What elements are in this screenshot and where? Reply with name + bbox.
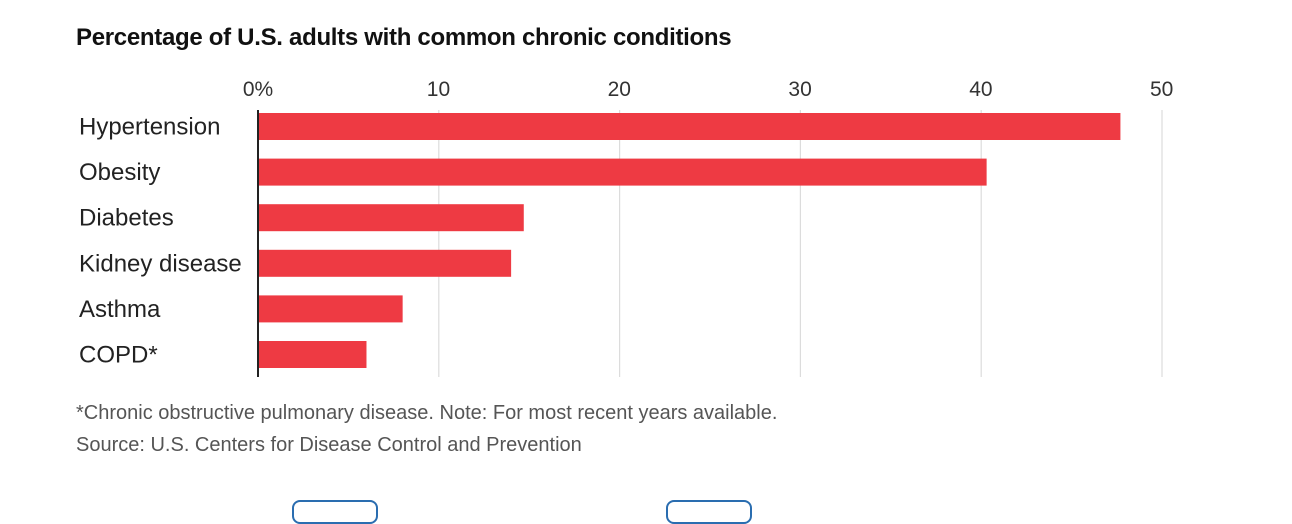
- x-tick-label: 10: [427, 78, 450, 101]
- category-label: Obesity: [79, 159, 160, 186]
- bar: [258, 249, 512, 277]
- bar: [258, 204, 524, 232]
- chart-source: Source: U.S. Centers for Disease Control…: [76, 434, 582, 456]
- x-tick-label: 0%: [243, 78, 273, 101]
- category-label: Diabetes: [79, 205, 174, 232]
- category-label: COPD*: [79, 342, 158, 369]
- bar: [258, 113, 1121, 140]
- chart-footnote: *Chronic obstructive pulmonary disease. …: [76, 402, 778, 424]
- bar: [258, 158, 987, 186]
- category-label: Asthma: [79, 296, 161, 323]
- x-tick-label: 40: [969, 78, 992, 101]
- x-tick-label: 20: [608, 78, 631, 101]
- category-label: Kidney disease: [79, 250, 242, 277]
- x-tick-label: 50: [1150, 78, 1173, 101]
- bar: [258, 295, 403, 323]
- x-tick-label: 30: [788, 78, 811, 101]
- bar: [258, 341, 367, 368]
- cut-off-button[interactable]: [292, 500, 378, 524]
- category-label: Hypertension: [79, 114, 220, 141]
- cut-off-button[interactable]: [666, 500, 752, 524]
- chart-title: Percentage of U.S. adults with common ch…: [76, 24, 732, 51]
- bar-chart: 0% 10 20 30 40 50 Hypertension Obesity Diabetes K…: [79, 78, 1173, 377]
